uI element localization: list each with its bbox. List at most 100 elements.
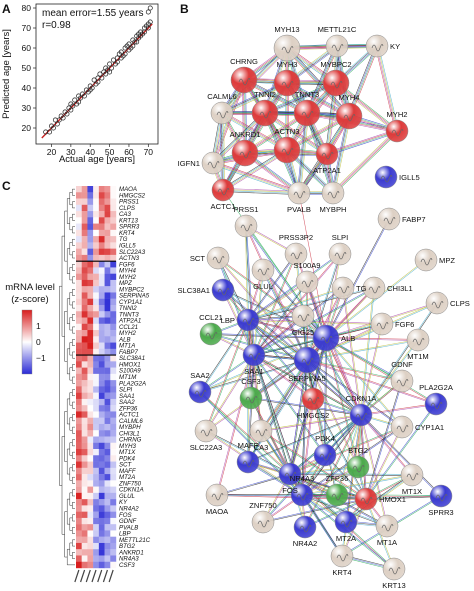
network-edge [301,398,313,495]
scatter-points [43,5,153,135]
network-node[interactable] [315,142,339,166]
network-node[interactable] [362,276,386,300]
network-node[interactable] [201,151,225,175]
heatmap-cell [87,242,94,249]
network-node[interactable] [273,69,301,97]
gene-label: HMGCS2 [119,192,146,199]
network-node[interactable] [414,248,438,272]
network-node[interactable] [424,392,448,416]
network-node[interactable] [321,181,345,205]
network-node[interactable] [322,69,350,97]
network-node[interactable] [205,483,229,507]
heatmap-cell [110,449,117,456]
network-node[interactable] [199,322,223,346]
network-node[interactable] [211,278,235,302]
heatmap-cell [81,467,88,475]
network-node[interactable] [291,304,315,328]
network-node[interactable] [206,246,230,270]
heatmap-cell [76,461,82,469]
network-node[interactable] [210,101,234,125]
network-node[interactable] [231,139,259,167]
heatmap-cell [110,348,117,356]
network-node[interactable] [230,66,258,94]
heatmap-cell [98,211,105,218]
network-node[interactable] [234,214,258,238]
network-node[interactable] [354,487,378,511]
network-node[interactable] [375,514,399,538]
network-node-label: NR4A3 [290,474,314,483]
network-node[interactable] [334,510,358,534]
network-node[interactable] [293,99,321,127]
network-node[interactable] [312,324,340,352]
network-node[interactable] [325,34,349,58]
gene-label: SLPI [119,387,133,394]
heatmap-cell [81,254,88,262]
network-node[interactable] [349,403,373,427]
network-edge [222,290,326,339]
network-edge [253,355,290,475]
network-node[interactable] [188,380,212,404]
network-node[interactable] [382,557,406,581]
network-node[interactable] [331,276,355,300]
heatmap-cell [87,236,94,243]
network-node[interactable] [249,419,273,443]
network-node[interactable] [236,308,260,332]
network-node[interactable] [301,387,325,411]
network-node[interactable] [251,258,275,282]
network-node[interactable] [293,346,321,374]
network-node[interactable] [273,34,301,62]
network-edge [290,473,367,499]
network-node[interactable] [325,483,349,507]
network-node[interactable] [273,136,301,164]
network-node[interactable] [390,415,414,439]
network-node[interactable] [278,462,302,486]
network-node[interactable] [251,510,275,534]
network-node[interactable] [251,99,279,127]
heatmap-cell [76,355,82,362]
scatter-point [50,125,56,131]
network-edge [360,339,418,415]
network-node[interactable] [346,455,370,479]
network-node[interactable] [287,181,311,205]
network-node[interactable] [239,386,263,410]
heatmap-cell [98,330,105,337]
network-node[interactable] [425,291,449,315]
network-edge [254,282,308,356]
heatmap-cell [110,492,117,500]
network-edge [360,302,437,415]
network-node[interactable] [400,463,424,487]
network-node[interactable] [330,544,354,568]
protein-structure-icon [301,358,314,366]
network-node[interactable] [290,483,314,507]
network-node[interactable] [335,102,363,130]
network-node[interactable] [194,419,218,443]
network-node[interactable] [313,443,337,467]
network-node[interactable] [377,207,401,231]
network-node[interactable] [429,484,453,508]
network-node-label: GIG25 [292,328,314,337]
network-node[interactable] [390,369,414,393]
heatmap-cell [93,223,100,231]
protein-structure-icon [299,525,312,533]
network-node[interactable] [374,165,398,189]
heatmap-cell [87,279,94,287]
heatmap-cell [98,398,105,406]
dendrogram-branch [72,389,75,397]
network-node[interactable] [406,328,430,352]
heatmap-cell [110,380,117,387]
gene-label: CLPS [119,205,135,212]
network-edge [248,319,383,324]
network-node[interactable] [242,343,266,367]
network-edge [301,474,412,495]
network-node[interactable] [295,270,319,294]
network-node[interactable] [370,312,394,336]
heatmap-cell [93,449,100,456]
network-node[interactable] [211,178,235,202]
network-node[interactable] [365,34,389,58]
heatmap-cell [110,229,117,237]
network-node[interactable] [385,119,409,143]
network-node[interactable] [328,242,352,266]
network-node[interactable] [236,450,260,474]
network-node[interactable] [293,515,317,539]
network-node[interactable] [284,242,308,266]
